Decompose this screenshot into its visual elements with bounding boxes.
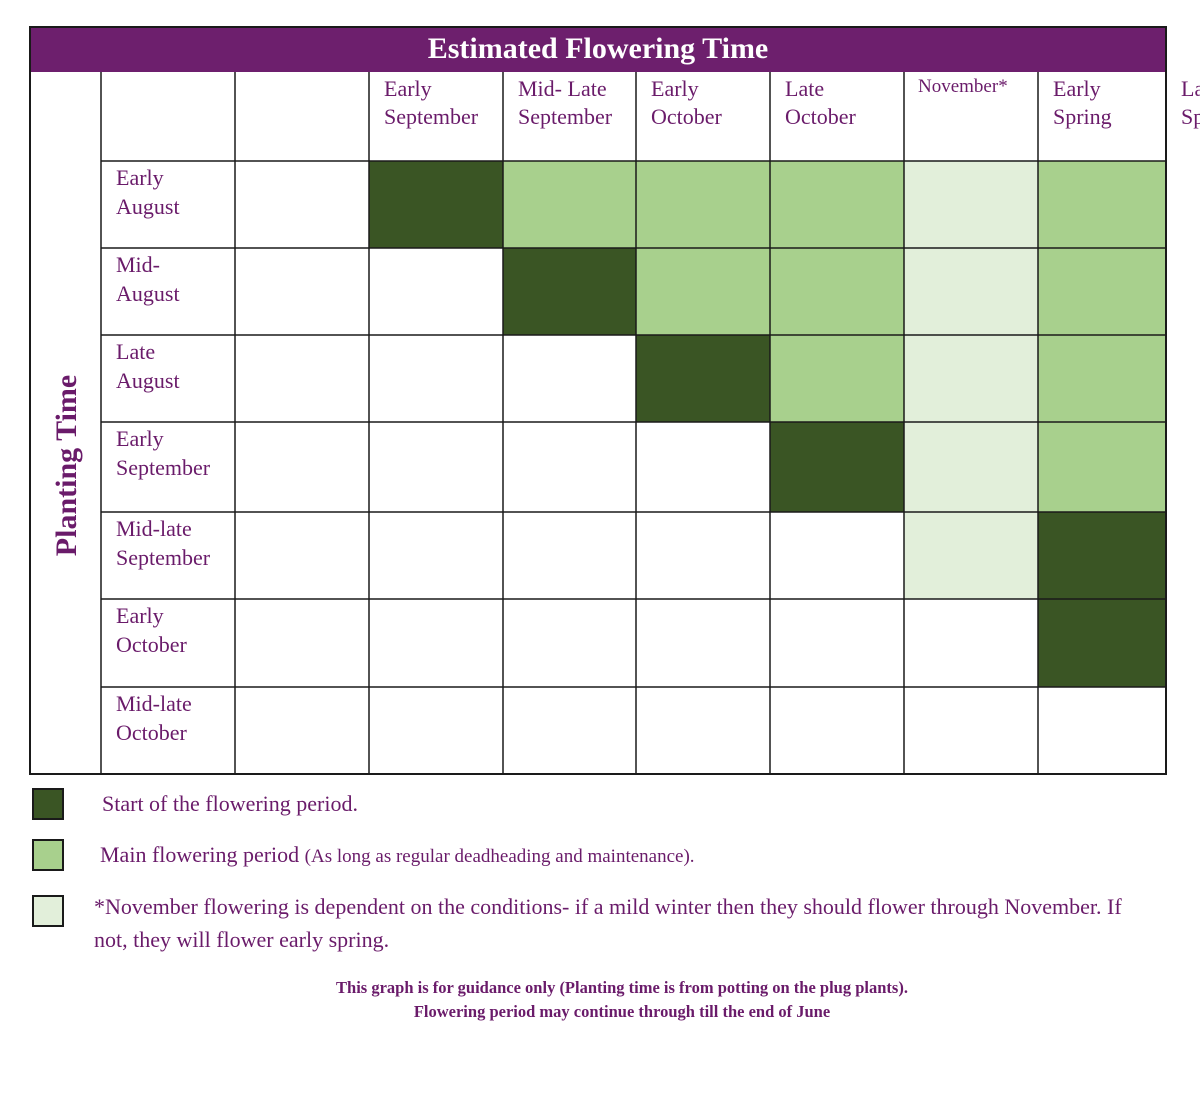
column-label-6-line-1: Early — [1053, 76, 1101, 101]
column-label-3-line-1: Early — [651, 76, 699, 101]
row-label-7-line-1: Mid-late — [116, 691, 192, 716]
row-label-7-line-2: October — [116, 720, 188, 745]
cell-r7-c1-none — [369, 687, 503, 774]
cell-r2-c4-main — [770, 248, 904, 335]
row-label-4-line-1: Early — [116, 426, 164, 451]
row-label-4-line-2: September — [116, 455, 211, 480]
cell-r3-c3-start — [636, 335, 770, 422]
cell-r4-c4-start — [770, 422, 904, 512]
cell-r7-c3-none — [636, 687, 770, 774]
legend-item-november: *November flowering is dependent on the … — [32, 890, 1142, 956]
footnote-june: Flowering period may continue through ti… — [413, 1002, 831, 1021]
legend-label-main-part2: (As long as regular deadheading and main… — [304, 846, 695, 867]
cell-r3-c5-november — [904, 335, 1038, 422]
cell-r5-c1-none — [369, 512, 503, 599]
column-label-4-line-1: Late — [785, 76, 824, 101]
cell-r7-c6-none — [1038, 687, 1166, 774]
cell-r3-c1-none — [369, 335, 503, 422]
cell-r1-c5-november — [904, 161, 1038, 248]
column-label-5-line-1: November* — [918, 76, 1008, 97]
column-label-1-line-1: Early — [384, 76, 432, 101]
legend-label-main-part1: Main flowering period — [100, 842, 305, 867]
chart-title-bar — [30, 27, 1166, 72]
chart-title: Estimated Flowering Time — [428, 32, 769, 65]
cell-r2-c2-start — [503, 248, 636, 335]
cell-r6-c3-none — [636, 599, 770, 687]
cell-r1-c2-main — [503, 161, 636, 248]
row-label-1-line-1: Early — [116, 165, 164, 190]
cell-r1-c6-main — [1038, 161, 1166, 248]
flowering-time-chart: Estimated Flowering Time Planting Time Ear… — [29, 26, 1200, 775]
cell-r4-c6-main — [1038, 422, 1166, 512]
cell-r1-c3-main — [636, 161, 770, 248]
footnote-guidance: This graph is for guidance only (Plantin… — [336, 978, 908, 997]
legend-swatch-november — [32, 895, 64, 927]
column-label-6-line-2: Spring — [1053, 104, 1112, 129]
cell-r5-c5-november — [904, 512, 1038, 599]
column-label-7-line-1: Late — [1181, 76, 1200, 101]
cell-r3-c6-main — [1038, 335, 1166, 422]
column-label-4-line-2: October — [785, 104, 857, 129]
cell-r1-c4-main — [770, 161, 904, 248]
cell-r5-c4-none — [770, 512, 904, 599]
cell-r7-c4-none — [770, 687, 904, 774]
column-label-2-line-2: September — [518, 104, 613, 129]
row-label-6-line-2: October — [116, 632, 188, 657]
legend-label-start: Start of the flowering period. — [102, 791, 358, 816]
cell-r4-c1-none — [369, 422, 503, 512]
legend-item-start: Start of the flowering period. — [32, 788, 358, 820]
cell-r6-c5-none — [904, 599, 1038, 687]
row-label-2-line-1: Mid- — [116, 252, 160, 277]
legend-swatch-main — [32, 839, 64, 871]
legend-item-main: Main flowering period (As long as regula… — [32, 839, 695, 873]
legend-swatch-start — [32, 788, 64, 820]
cell-r5-c3-none — [636, 512, 770, 599]
row-label-2-line-2: August — [116, 281, 180, 306]
legend-label-main: Main flowering period (As long as regula… — [100, 839, 695, 873]
cell-r4-c5-november — [904, 422, 1038, 512]
row-label-3-line-1: Late — [116, 339, 155, 364]
cell-r6-c1-none — [369, 599, 503, 687]
column-label-1-line-2: September — [384, 104, 479, 129]
row-label-6-line-1: Early — [116, 603, 164, 628]
cell-r4-c3-none — [636, 422, 770, 512]
y-axis-title: Planting Time — [50, 375, 83, 556]
cell-r2-c1-none — [369, 248, 503, 335]
cell-r1-c1-start — [369, 161, 503, 248]
row-label-5-line-2: September — [116, 545, 211, 570]
cell-r3-c2-none — [503, 335, 636, 422]
chart-frame — [29, 26, 1167, 775]
cell-r2-c3-main — [636, 248, 770, 335]
cell-r5-c6-start — [1038, 512, 1166, 599]
cell-r7-c5-none — [904, 687, 1038, 774]
row-label-1-line-2: August — [116, 194, 180, 219]
cell-r3-c4-main — [770, 335, 904, 422]
cell-r2-c5-november — [904, 248, 1038, 335]
cell-r6-c6-start — [1038, 599, 1166, 687]
cell-r4-c2-none — [503, 422, 636, 512]
row-label-3-line-2: August — [116, 368, 180, 393]
column-label-3-line-2: October — [651, 104, 723, 129]
column-label-2-line-1: Mid- Late — [518, 76, 607, 101]
cell-r2-c6-main — [1038, 248, 1166, 335]
cell-r6-c2-none — [503, 599, 636, 687]
cell-r7-c2-none — [503, 687, 636, 774]
cell-r6-c4-none — [770, 599, 904, 687]
legend-label-november: *November flowering is dependent on the … — [94, 894, 1122, 952]
cell-r5-c2-none — [503, 512, 636, 599]
row-label-5-line-1: Mid-late — [116, 516, 192, 541]
column-label-7-line-2: Spring — [1181, 104, 1200, 129]
